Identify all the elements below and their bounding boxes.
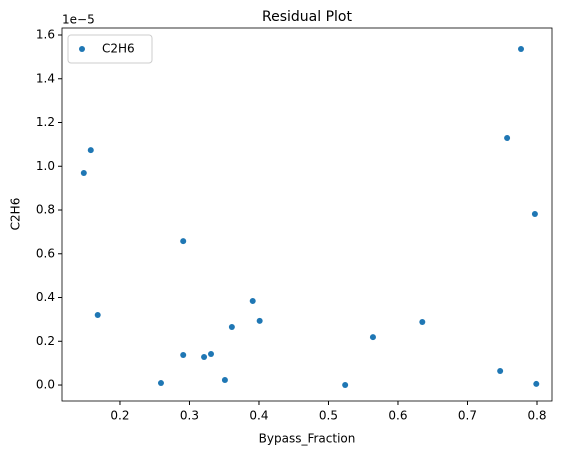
- point: [201, 354, 208, 361]
- point: [208, 350, 215, 357]
- x-tick-label: 0.5: [319, 409, 338, 423]
- y-tick-label: 1.2: [36, 115, 55, 129]
- point: [157, 380, 164, 387]
- point: [249, 298, 256, 305]
- point: [369, 334, 376, 341]
- point: [518, 46, 525, 53]
- y-tick-label: 0.8: [36, 203, 55, 217]
- point: [180, 352, 187, 359]
- y-axis-label: C2H6: [9, 198, 23, 231]
- y-tick-label: 0.2: [36, 334, 55, 348]
- x-tick-label: 0.6: [388, 409, 407, 423]
- x-tick-label: 0.2: [110, 409, 129, 423]
- y-tick-label: 1.6: [36, 28, 55, 42]
- plot-frame: [61, 27, 553, 402]
- y-tick-label: 1.4: [36, 71, 55, 85]
- point: [80, 170, 87, 177]
- chart-title: Residual Plot: [262, 9, 352, 25]
- legend-marker: [79, 46, 85, 52]
- x-tick-label: 0.8: [527, 409, 546, 423]
- x-tick-label: 0.3: [180, 409, 199, 423]
- y-tick-label: 0.0: [36, 378, 55, 392]
- point: [497, 368, 504, 375]
- point: [504, 135, 511, 142]
- legend-label: C2H6: [102, 42, 135, 56]
- point: [221, 376, 228, 383]
- point: [87, 147, 94, 154]
- x-tick-label: 0.7: [458, 409, 477, 423]
- point: [256, 317, 263, 324]
- y-tick-label: 1.0: [36, 159, 55, 173]
- y-tick-label: 0.6: [36, 246, 55, 260]
- point: [342, 382, 349, 389]
- y-offset-label: 1e−5: [62, 13, 95, 27]
- point: [531, 210, 538, 217]
- legend-box: [67, 34, 153, 64]
- point: [180, 238, 187, 245]
- x-tick-label: 0.4: [249, 409, 268, 423]
- x-axis-label: Bypass_Fraction: [259, 432, 356, 446]
- point: [419, 319, 426, 326]
- point: [533, 380, 540, 387]
- point: [228, 324, 235, 331]
- point: [94, 312, 101, 319]
- y-tick-label: 0.4: [36, 290, 55, 304]
